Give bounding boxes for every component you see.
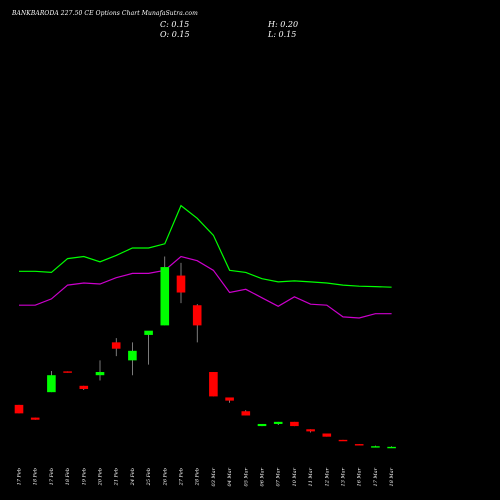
- x-tick-label: 13 Mar: [341, 467, 347, 486]
- candle-up: [371, 446, 380, 448]
- x-tick-label: 10 Mar: [292, 467, 298, 486]
- x-tick-label: 11 Mar: [308, 467, 314, 486]
- x-tick-label: 17 Feb: [49, 468, 55, 485]
- x-tick-label: 18 Feb: [33, 468, 39, 485]
- x-tick-label: 25 Feb: [146, 468, 152, 486]
- chart-title: BANKBARODA 227.50 CE Options Chart Munaf…: [12, 10, 198, 17]
- x-tick-label: 06 Mar: [260, 467, 266, 486]
- x-tick-label: 12 Mar: [324, 467, 330, 486]
- x-tick-label: 04 Mar: [227, 467, 233, 486]
- candle-up: [144, 330, 153, 335]
- candle-down: [111, 342, 121, 349]
- x-tick-label: 28 Feb: [195, 468, 201, 486]
- x-tick-label: 18 Mar: [389, 467, 395, 486]
- candle-down: [79, 385, 89, 389]
- low-value: L: 0.15: [268, 30, 297, 39]
- x-tick-label: 27 Feb: [179, 468, 185, 486]
- candle-down: [63, 371, 72, 373]
- x-tick-label: 03 Mar: [211, 467, 217, 486]
- x-tick-label: 16 Mar: [357, 467, 363, 486]
- lower-band-line: [19, 255, 392, 319]
- candle-up: [47, 375, 56, 393]
- candle-down: [30, 417, 40, 420]
- candle-down: [290, 421, 299, 427]
- x-tick-label: 07 Mar: [276, 467, 282, 486]
- candle-up: [128, 350, 137, 361]
- candle-up: [387, 446, 396, 449]
- x-tick-label: 19 Feb: [81, 468, 87, 485]
- close-value: C: 0.15: [160, 20, 190, 29]
- candle-down: [192, 305, 202, 326]
- x-tick-label: 21 Feb: [114, 468, 120, 486]
- candle-down: [225, 397, 234, 401]
- x-tick-label: 17 Mar: [373, 467, 379, 486]
- upper-band-line: [19, 204, 392, 288]
- candle-down: [338, 439, 348, 442]
- candle-up: [257, 423, 267, 427]
- candle-up: [160, 267, 170, 326]
- candle-up: [95, 372, 105, 376]
- candle-down: [241, 411, 251, 416]
- candle-down: [209, 372, 218, 397]
- candle-down: [176, 275, 186, 293]
- candle-up: [273, 421, 283, 424]
- candle-down: [354, 444, 364, 446]
- x-tick-label: 20 Feb: [98, 468, 104, 486]
- x-tick-label: 05 Mar: [243, 467, 249, 486]
- candle-down: [14, 404, 24, 414]
- x-tick-label: 18 Feb: [65, 468, 71, 485]
- open-value: O: 0.15: [160, 30, 190, 39]
- x-tick-label: 24 Feb: [130, 468, 136, 486]
- candle-down: [322, 433, 332, 437]
- candle-down: [306, 429, 315, 432]
- x-tick-label: 26 Feb: [162, 468, 168, 486]
- x-tick-label: 17 Feb: [17, 468, 23, 485]
- high-value: H: 0.20: [268, 20, 299, 29]
